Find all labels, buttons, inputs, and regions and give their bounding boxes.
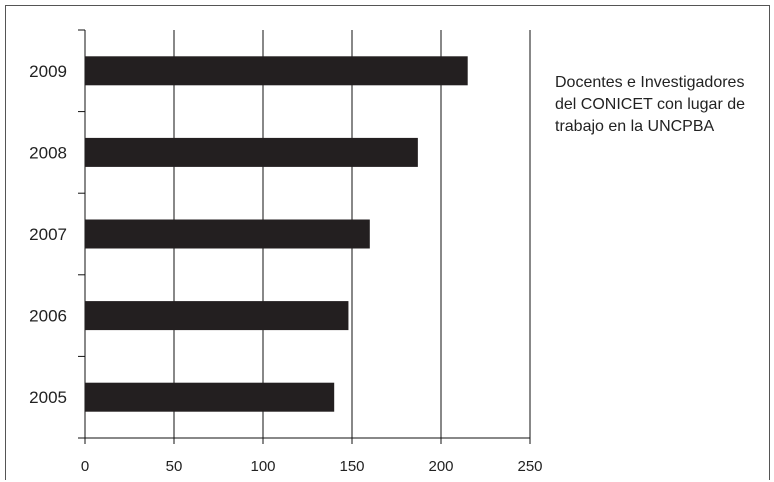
bar-2009 (85, 56, 468, 86)
x-tick-label: 0 (81, 458, 89, 475)
x-tick-label: 50 (166, 458, 183, 475)
chart-frame (5, 5, 770, 480)
y-category-label: 2009 (29, 62, 67, 81)
bar-2006 (85, 301, 349, 331)
bar-2007 (85, 219, 370, 249)
x-tick-label: 100 (250, 458, 275, 475)
y-category-label: 2007 (29, 225, 67, 244)
y-category-label: 2006 (29, 307, 67, 326)
x-tick-label: 250 (517, 458, 542, 475)
y-category-label: 2005 (29, 388, 67, 407)
y-category-label: 2008 (29, 143, 67, 162)
x-tick-label: 200 (428, 458, 453, 475)
chart-legend-text: Docentes e Investigadores del CONICET co… (555, 74, 746, 135)
bar-2005 (85, 382, 335, 412)
x-tick-label: 150 (339, 458, 364, 475)
bar-2008 (85, 137, 418, 167)
